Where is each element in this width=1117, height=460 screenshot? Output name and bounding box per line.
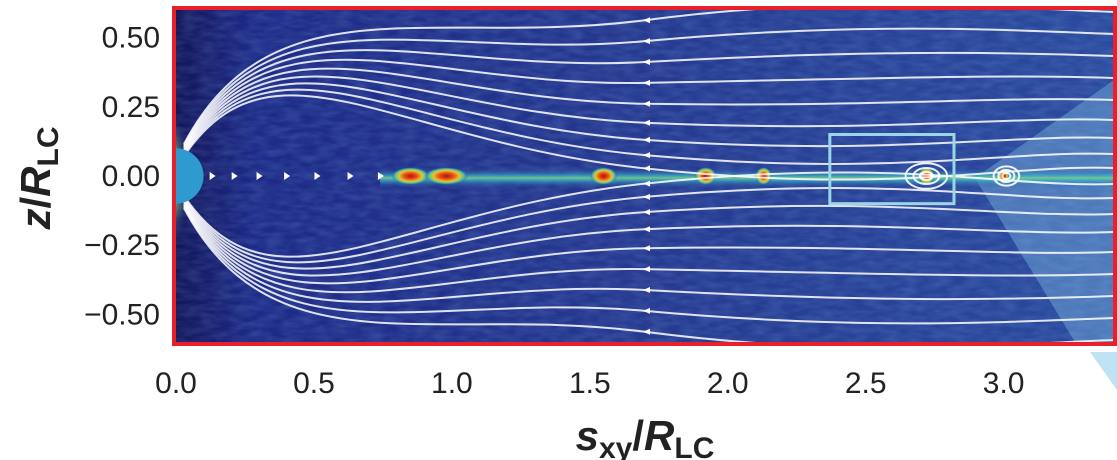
field-arrow [643,226,650,233]
x-axis-label: sxy/RLC [576,412,715,460]
field-arrow [643,38,650,45]
x-tick-label: 0.5 [293,367,335,400]
y-tick-label: 0.25 [102,91,160,124]
field-direction-arrows [209,17,650,335]
current-sheet-blob [424,167,469,185]
open-field-line [183,187,1114,264]
x-tick-label: 1.0 [431,367,473,400]
x-tick-label: 2.5 [845,367,887,400]
current-sheet-blob [391,167,430,185]
y-axis-label: z/RLC [12,126,65,230]
open-field-line [183,199,1114,277]
x-tick-label: 1.5 [569,367,611,400]
current-sheet-blob [755,167,772,185]
inset-highlight-box [828,133,956,206]
field-arrow [256,172,263,180]
field-arrow [643,136,650,143]
field-arrow [314,172,321,180]
right-wedge-overlay [975,80,1114,342]
field-arrow [284,172,291,180]
current-sheet-blob [589,167,618,185]
field-arrow [377,172,384,180]
field-arrow [643,328,650,335]
y-tick-label: −0.50 [84,298,160,331]
field-arrow [643,100,650,107]
field-arrow [209,172,216,180]
plasmoid-ring [1001,172,1012,180]
field-arrow [643,119,650,126]
current-sheet-blob [694,167,717,185]
neutron-star [176,148,204,204]
plasmoid-ring [997,169,1016,183]
field-arrow [643,17,650,24]
field-arrow [643,193,650,200]
open-field-line [183,82,1114,154]
x-tick-label: 2.0 [707,367,749,400]
right-edge-wedge-tab [1090,352,1117,390]
y-tick-label: −0.25 [84,229,160,262]
field-arrow [643,152,650,159]
plasmoid-ring [992,165,1021,187]
field-arrow [643,79,650,86]
open-field-line [183,171,1114,258]
open-field-line [183,75,1114,153]
open-field-line [183,94,1114,181]
plasmoid-ring [904,162,949,190]
y-axis-ticks: 0.50 0.25 0.00 −0.25 −0.50 [84,22,160,332]
field-arrow [643,307,650,314]
field-arrow [643,287,650,293]
open-field-line [183,198,1114,270]
plasmoid-ring [918,171,934,181]
y-tick-label: 0.50 [102,22,160,55]
field-arrow [347,172,354,180]
field-arrow [643,59,650,65]
plasmoid-rings [904,162,1021,190]
field-arrow [643,209,650,216]
field-arrow [643,180,650,187]
current-sheet-blob [918,167,935,185]
field-arrow [643,245,650,252]
open-field-line [183,88,1114,165]
field-arrow [643,165,650,172]
x-tick-label: 0.0 [155,367,197,400]
y-tick-label: 0.00 [102,160,160,193]
x-axis-ticks: 0.0 0.5 1.0 1.5 2.0 2.5 3.0 [155,367,1024,400]
plasmoid-ring [912,167,941,185]
open-field-line [183,207,1114,342]
plot-frame [172,6,1117,346]
open-field-line [183,10,1114,145]
x-tick-label: 3.0 [983,367,1025,400]
field-arrow [231,172,238,180]
field-arrow [643,266,650,273]
